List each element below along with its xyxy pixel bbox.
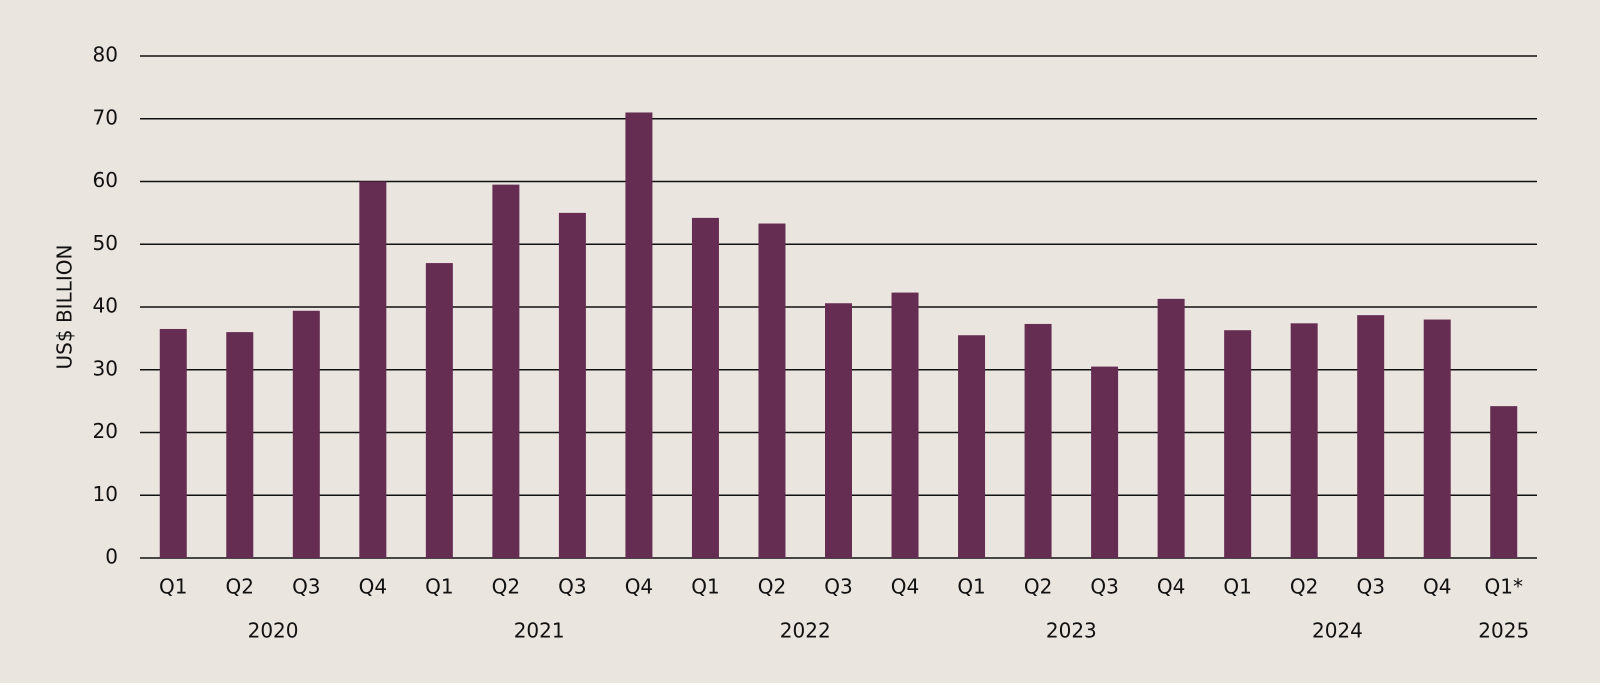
bar [891, 292, 919, 558]
bar [359, 181, 387, 558]
y-tick-label: 10 [93, 482, 118, 506]
bar [492, 184, 520, 558]
group-label: 2020 [248, 619, 299, 643]
x-tick-label: Q1 [425, 575, 453, 599]
bar [1490, 406, 1518, 558]
group-label: 2024 [1312, 619, 1363, 643]
group-label: 2021 [514, 619, 565, 643]
y-tick-label: 30 [93, 356, 118, 380]
x-tick-label: Q1 [159, 575, 187, 599]
y-tick-label: 60 [93, 168, 118, 192]
bar [1157, 298, 1185, 558]
x-tick-label: Q4 [1157, 575, 1185, 599]
bar [958, 335, 986, 558]
y-tick-label: 70 [93, 105, 118, 129]
x-tick-label: Q3 [558, 575, 586, 599]
bar [159, 328, 187, 558]
y-tick-label: 50 [93, 231, 118, 255]
bar [825, 303, 852, 558]
y-tick-label: 80 [93, 43, 118, 67]
x-tick-label: Q4 [359, 575, 387, 599]
bar [1024, 323, 1052, 558]
x-tick-label: Q2 [492, 575, 520, 599]
bar [292, 310, 320, 558]
x-tick-label: Q3 [292, 575, 320, 599]
bar [625, 112, 653, 558]
bar [226, 332, 254, 558]
y-tick-label: 0 [105, 545, 118, 569]
x-tick-label: Q3 [1356, 575, 1384, 599]
group-label: 2025 [1478, 619, 1529, 643]
group-label: 2023 [1046, 619, 1097, 643]
x-tick-label: Q1 [691, 575, 719, 599]
y-axis-label: US$ BILLION [53, 245, 77, 370]
bar [1091, 366, 1119, 558]
bar [691, 217, 719, 558]
x-tick-label: Q4 [625, 575, 653, 599]
x-tick-label: Q1 [1223, 575, 1251, 599]
bar [558, 212, 586, 558]
x-tick-label: Q3 [1090, 575, 1118, 599]
x-tick-label: Q2 [1290, 575, 1318, 599]
group-label: 2022 [780, 619, 831, 643]
x-tick-label: Q1* [1485, 575, 1523, 599]
bar [1290, 323, 1318, 558]
bar [1423, 319, 1451, 558]
bar [425, 263, 453, 558]
x-tick-label: Q4 [1423, 575, 1451, 599]
x-tick-label: Q2 [758, 575, 786, 599]
y-tick-label: 40 [93, 294, 118, 318]
x-tick-label: Q1 [957, 575, 985, 599]
x-tick-label: Q3 [824, 575, 852, 599]
y-tick-label: 20 [93, 419, 118, 443]
x-tick-label: Q4 [891, 575, 919, 599]
x-tick-label: Q2 [226, 575, 254, 599]
x-tick-label: Q2 [1024, 575, 1052, 599]
bar [758, 223, 786, 559]
bar [1357, 315, 1385, 558]
bar [1224, 330, 1252, 558]
